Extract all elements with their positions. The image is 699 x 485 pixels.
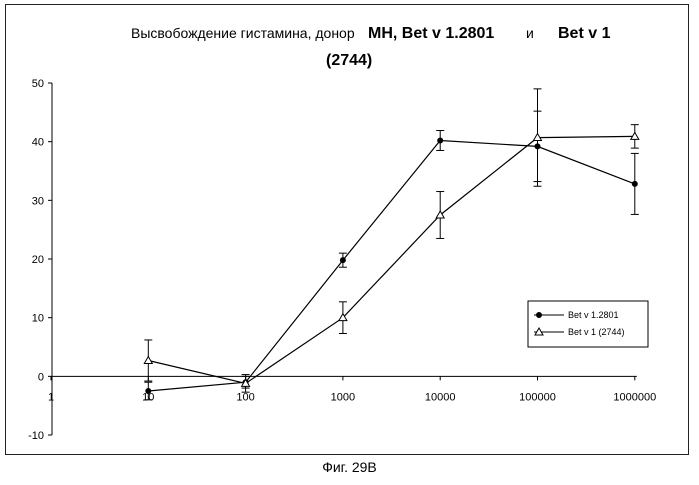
y-tick-label: 30 bbox=[32, 195, 44, 207]
data-point bbox=[144, 356, 152, 363]
y-tick-label: 40 bbox=[32, 137, 44, 149]
x-tick-label: 1000000 bbox=[613, 391, 656, 403]
chart-title: Высвобождение гистамина, донор MH, Bet v… bbox=[131, 25, 611, 69]
legend: Bet v 1.2801 Bet v 1 (2744) bbox=[528, 301, 648, 347]
x-tick-label: 100 bbox=[236, 391, 254, 403]
y-tick-label: -10 bbox=[28, 430, 44, 442]
data-point bbox=[632, 181, 638, 187]
legend-marker-1 bbox=[536, 312, 542, 318]
data-point bbox=[437, 137, 443, 143]
title-bold: MH, Bet v 1.2801 bbox=[368, 25, 494, 42]
legend-label-1: Bet v 1.2801 bbox=[568, 310, 619, 320]
data-point bbox=[145, 388, 151, 394]
data-point bbox=[340, 257, 346, 263]
x-tick-label: 100000 bbox=[519, 391, 556, 403]
title-main: Высвобождение гистамина, донор bbox=[131, 25, 355, 41]
y-tick-label: 50 bbox=[32, 78, 44, 90]
legend-label-2: Bet v 1 (2744) bbox=[568, 327, 625, 337]
x-tick-label: 1000 bbox=[331, 391, 355, 403]
x-tick-label: 10000 bbox=[425, 391, 456, 403]
series-1 bbox=[144, 111, 639, 400]
x-tick-label: 1 bbox=[48, 391, 54, 403]
title-line2: (2744) bbox=[326, 52, 372, 69]
y-tick-label: 10 bbox=[32, 313, 44, 325]
legend-box bbox=[528, 301, 648, 347]
figure-caption: Фиг. 29В bbox=[0, 459, 699, 475]
series-layer bbox=[144, 89, 639, 400]
chart-frame: Высвобождение гистамина, донор MH, Bet v… bbox=[5, 4, 689, 455]
title-bold2: Bet v 1 bbox=[558, 25, 611, 42]
chart-svg: Высвобождение гистамина, донор MH, Bet v… bbox=[6, 5, 690, 456]
y-tick-label: 20 bbox=[32, 254, 44, 266]
title-and: и bbox=[526, 25, 534, 41]
y-tick-label: 0 bbox=[38, 371, 44, 383]
